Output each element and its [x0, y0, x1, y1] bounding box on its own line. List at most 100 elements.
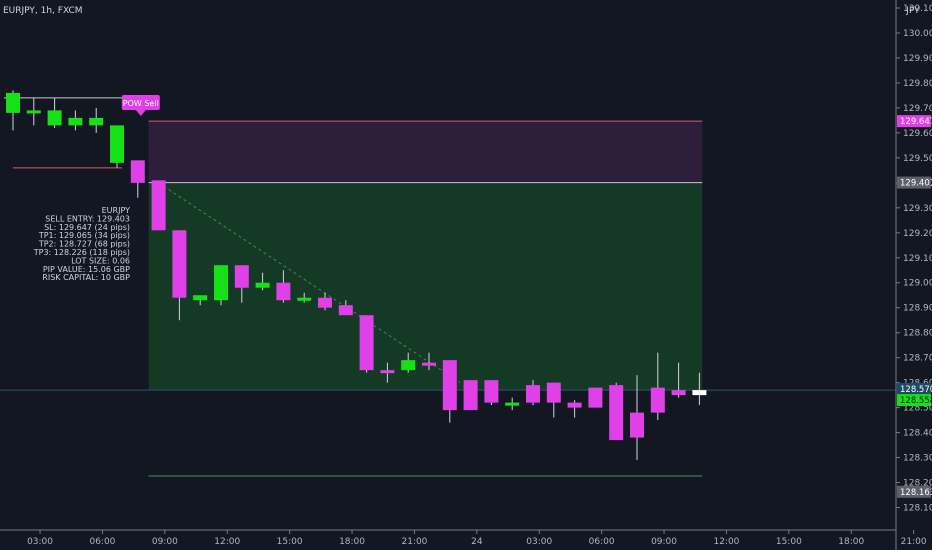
candle-body [692, 390, 707, 396]
candle [359, 315, 374, 373]
candle [172, 230, 187, 321]
candle [588, 387, 603, 408]
candle [276, 270, 291, 303]
time-axis[interactable]: 03:00 06:00 09:00 12:00 15:00 18:00 21:00 24 03:… [0, 529, 932, 547]
candle-body [234, 265, 249, 288]
candle-body [26, 110, 41, 114]
price-tag [897, 176, 931, 189]
price-tick-label: 129.000 [903, 279, 932, 289]
info-line: SL: 129.647 (24 pips) [44, 223, 130, 232]
candle-body [484, 380, 499, 403]
candle-body [47, 110, 62, 126]
price-tag-label: 128.570 [900, 385, 932, 395]
price-tick-label: 129.300 [903, 204, 932, 214]
candle-body [6, 92, 20, 113]
candle-body [255, 282, 270, 288]
info-line: TP3: 128.226 (118 pips) [33, 248, 130, 257]
time-tick-label: 15:00 [776, 537, 802, 547]
candle-body [671, 390, 686, 396]
candles [6, 90, 707, 461]
time-tick-label: 12:00 [713, 537, 739, 547]
candle [505, 397, 520, 411]
candle-body [359, 315, 374, 371]
price-tick-label: 128.700 [903, 354, 932, 364]
currency-label: JPY [905, 6, 920, 16]
candle [526, 380, 540, 406]
time-tick-label: 03:00 [526, 537, 552, 547]
candle-body [505, 402, 520, 406]
price-tick-label: 129.600 [903, 129, 932, 139]
price-tick-label: 129.900 [903, 54, 932, 64]
price-tag-label: 128.558 [900, 396, 932, 406]
candle-body [110, 125, 124, 163]
time-tick-label: 06:00 [89, 537, 115, 547]
candle [692, 372, 707, 406]
candle [671, 362, 686, 398]
candle [484, 380, 499, 406]
price-tick-label: 129.800 [903, 79, 932, 89]
time-tick-label: 15:00 [277, 537, 303, 547]
price-tag [897, 382, 931, 395]
candle-body [463, 380, 478, 411]
candle-body [609, 385, 624, 441]
candle [609, 382, 624, 441]
candle-body [130, 160, 145, 183]
info-line: TP1: 129.065 (34 pips) [38, 231, 130, 240]
info-line: RISK CAPITAL: 10 GBP [42, 273, 130, 282]
candle [151, 180, 166, 231]
price-tick-label: 130.000 [903, 29, 932, 39]
price-tick-label: 128.300 [903, 454, 932, 464]
candle-body [297, 297, 312, 301]
candle-body [89, 117, 104, 126]
candle [442, 360, 457, 423]
candle [401, 352, 416, 373]
info-line: LOT SIZE: 0.06 [71, 256, 130, 265]
time-tick-label: 18:00 [838, 537, 864, 547]
signal-tag [121, 95, 160, 110]
candle-body [588, 387, 603, 408]
price-axis[interactable]: 130.100 130.000 129.900 129.800 129.700 129.6… [895, 0, 932, 550]
price-tick-label: 128.400 [903, 429, 932, 439]
candle [567, 400, 582, 418]
candle-body [276, 282, 291, 301]
price-tag-label: 129.401 [900, 179, 932, 189]
time-tick-label: 24 [471, 537, 483, 547]
candle [422, 352, 436, 371]
info-line: SELL ENTRY: 129.403 [45, 214, 130, 223]
candle-body [401, 360, 416, 371]
candle-body [422, 362, 436, 366]
candle-body [338, 305, 353, 316]
candle [318, 292, 332, 311]
candle-body [546, 382, 561, 403]
candle [255, 272, 270, 291]
candle [463, 380, 478, 411]
candle-body [526, 385, 540, 403]
time-tick-label: 21:00 [901, 537, 927, 547]
price-tag [897, 485, 931, 498]
price-tick-label: 128.200 [903, 479, 932, 489]
candle-body [380, 370, 395, 374]
candle [297, 292, 312, 303]
price-tick-label: 129.700 [903, 104, 932, 114]
price-tick-label: 128.900 [903, 304, 932, 314]
candle [110, 125, 124, 168]
time-tick-label: 06:00 [589, 537, 615, 547]
candle-body [172, 230, 187, 298]
candle [47, 97, 62, 128]
signal-label: POW Sell [123, 99, 159, 108]
time-tick-label: 03:00 [27, 537, 53, 547]
price-tick-label: 128.100 [903, 504, 932, 514]
time-tick-label: 12:00 [214, 537, 240, 547]
info-line: PIP VALUE: 15.06 GBP [43, 265, 130, 274]
candle-body [567, 402, 582, 408]
candle [650, 352, 665, 421]
price-tag [897, 394, 931, 407]
info-line: EURJPY [102, 206, 130, 215]
symbol-header: EURJPY, 1h, FXCM [3, 6, 83, 16]
level-lines [0, 97, 896, 477]
price-tick-label: 128.800 [903, 329, 932, 339]
candle-body [193, 295, 208, 301]
candle-body [630, 412, 644, 438]
